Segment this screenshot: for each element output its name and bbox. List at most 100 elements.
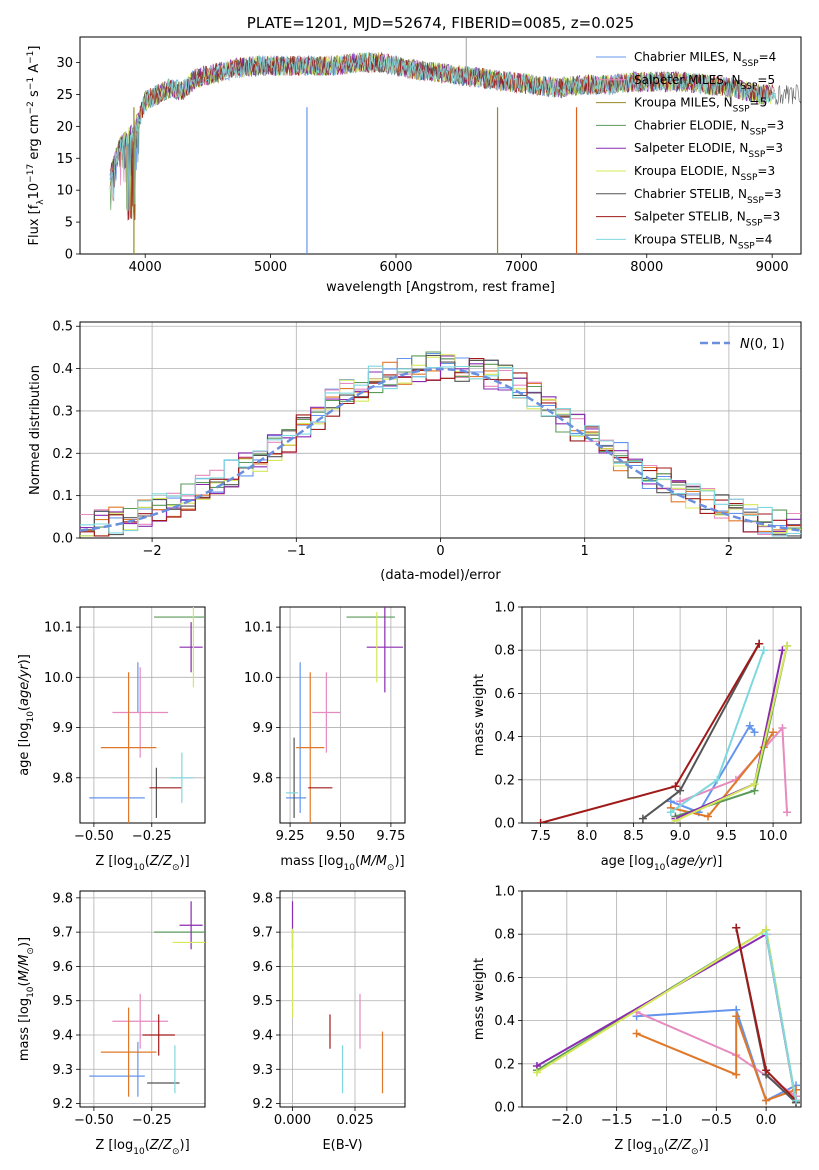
mass-vs-Z-ytick-label: 9.3 <box>52 1063 73 1078</box>
weight-vs-age-xtick-label: 9.5 <box>716 829 737 844</box>
normal-reference-curve <box>80 367 801 532</box>
histogram-steps <box>80 351 801 537</box>
age-vs-mass-axes: 9.25 9.50 9.75 9.8 9.9 10.0 10.1 <box>244 606 406 844</box>
weight-vs-age-lines <box>536 639 792 823</box>
weight-marker <box>666 808 675 817</box>
weight-marker <box>762 930 771 939</box>
weight-vs-Z-ylabel: mass weight <box>472 958 487 1040</box>
weight-marker <box>769 728 778 737</box>
residuals-xtick-label: 0 <box>436 544 444 559</box>
weight-vs-age-ytick-label: 1.0 <box>494 601 515 616</box>
weight-vs-age-ytick-label: 0.8 <box>494 644 515 659</box>
errorbar-point <box>100 1007 157 1097</box>
legend-entry-label: Kroupa STELIB, NSSP=4 <box>634 232 772 251</box>
errorbar-point <box>296 672 325 823</box>
weight-marker <box>532 1068 541 1077</box>
residuals-ytick-label: 0.0 <box>52 532 73 547</box>
mass-vs-ebv-axes: 0.000 0.025 9.2 9.3 9.4 9.5 9.6 9.7 9.8 <box>252 890 406 1128</box>
spectrum-ytick-label: 0 <box>65 248 73 263</box>
age-vs-Z-ylabel: age [log10(age/yr)] <box>17 654 36 776</box>
spectrum-axes: 4000 5000 6000 7000 8000 9000 0 5 10 15 20 25 30 <box>56 36 802 275</box>
spectrum-ytick-label: 10 <box>56 184 73 199</box>
weight-series-line <box>670 723 756 814</box>
weight-marker <box>638 814 647 823</box>
age-vs-mass-xlabel: mass [log10(M/M⊙)] <box>280 854 404 873</box>
weight-vs-age-ytick-label: 0.6 <box>494 687 515 702</box>
age-vs-mass-xtick-label: 9.25 <box>276 829 305 844</box>
mass-vs-ebv-ytick-label: 9.7 <box>252 926 273 941</box>
errorbar-point <box>142 1014 175 1056</box>
weight-vs-age-ytick-label: 0.2 <box>494 773 515 788</box>
residuals-xtick-label: 1 <box>581 544 589 559</box>
weight-vs-Z-ytick-label: 0.8 <box>494 928 515 943</box>
mass-vs-Z-ytick-label: 9.4 <box>52 1029 73 1044</box>
age-vs-mass-ytick-label: 9.8 <box>252 771 273 786</box>
weight-vs-Z-frame <box>521 890 802 1108</box>
spectrum-ytick-label: 20 <box>56 120 73 135</box>
age-vs-Z-axes: −0.50 −0.25 9.8 9.9 10.0 10.1 <box>44 606 206 844</box>
weight-marker <box>750 728 759 737</box>
residuals-xtick-label: 2 <box>725 544 733 559</box>
weight-marker <box>732 923 741 932</box>
age-vs-Z-ytick-label: 10.0 <box>44 671 73 686</box>
age-vs-mass-errorbars <box>286 607 403 823</box>
mass-vs-Z-frame <box>79 890 206 1108</box>
mass-vs-Z-ytick-label: 9.2 <box>52 1097 73 1112</box>
age-vs-mass-xtick-label: 9.50 <box>326 829 355 844</box>
weight-series-line <box>674 645 788 822</box>
errorbar-point <box>100 672 157 823</box>
residuals-ytick-label: 0.1 <box>52 489 73 504</box>
weight-marker <box>792 1096 801 1105</box>
weight-vs-Z-lines <box>532 923 801 1107</box>
legend-entry-label: Chabrier ELODIE, NSSP=3 <box>634 118 784 137</box>
weight-vs-Z-ytick-label: 0.4 <box>494 1014 515 1029</box>
weight-vs-Z-xlabel: Z [log10(Z/Z⊙)] <box>614 1138 708 1157</box>
weight-marker <box>732 1070 741 1079</box>
age-vs-mass-ytick-label: 9.9 <box>252 721 273 736</box>
age-vs-mass-ytick-label: 10.1 <box>244 621 273 636</box>
weight-vs-Z-ytick-label: 0.2 <box>494 1057 515 1072</box>
residuals-ytick-label: 0.2 <box>52 447 73 462</box>
spectrum-ytick-label: 5 <box>65 216 73 231</box>
spectrum-series-line <box>109 52 777 211</box>
mass-vs-ebv-frame <box>279 890 406 1108</box>
age-vs-mass-ytick-label: 10.0 <box>244 671 273 686</box>
age-vs-Z-errorbars <box>89 607 205 823</box>
age-vs-mass-xtick-label: 9.75 <box>376 829 405 844</box>
spectrum-xtick-label: 5000 <box>254 260 287 275</box>
age-vs-Z-ytick-label: 9.9 <box>52 721 73 736</box>
legend-entry-label: Chabrier MILES, NSSP=4 <box>634 50 776 69</box>
residuals-ytick-label: 0.4 <box>52 362 73 377</box>
weight-vs-Z-ytick-label: 0.0 <box>494 1101 515 1116</box>
weight-vs-Z-xtick-label: −0.5 <box>701 1113 733 1128</box>
weight-marker <box>732 1012 741 1021</box>
spectrum-ytick-label: 30 <box>56 56 73 71</box>
weight-vs-age-axes: 7.5 8.0 8.5 9.0 9.5 10.0 0.0 0.2 0.4 0.6 0.8 1.0 <box>494 601 802 844</box>
spectrum-xtick-label: 8000 <box>630 260 663 275</box>
residuals-frame <box>79 321 802 539</box>
weight-marker <box>671 782 680 791</box>
weight-marker <box>704 812 712 821</box>
mass-vs-Z-errorbars <box>89 901 205 1097</box>
weight-vs-Z-ytick-label: 0.6 <box>494 971 515 986</box>
errorbar-point <box>170 752 194 803</box>
weight-vs-Z-xtick-label: 0.0 <box>756 1113 777 1128</box>
weight-vs-age-ylabel: mass weight <box>472 674 487 756</box>
mass-vs-ebv-ytick-label: 9.8 <box>252 891 273 906</box>
age-vs-Z-ytick-label: 10.1 <box>44 621 73 636</box>
mass-vs-ebv-ytick-label: 9.3 <box>252 1063 273 1078</box>
mass-vs-ebv-xlabel: E(B-V) <box>322 1138 362 1153</box>
residuals-axes: −2 −1 0 1 2 0.0 0.1 0.2 0.3 0.4 0.5 <box>52 320 802 559</box>
age-vs-Z-xtick-label: −0.25 <box>132 829 172 844</box>
mass-vs-ebv-xtick-label: 0.000 <box>274 1113 311 1128</box>
weight-marker <box>759 646 768 655</box>
histogram-series <box>80 358 801 537</box>
age-vs-Z-ytick-label: 9.8 <box>52 771 73 786</box>
spectrum-xtick-label: 6000 <box>379 260 412 275</box>
weight-vs-Z-xtick-label: −1.0 <box>651 1113 683 1128</box>
legend-entry-label: Chabrier STELIB, NSSP=3 <box>634 187 782 206</box>
legend-entry-label: Kroupa MILES, NSSP=5 <box>634 96 767 115</box>
mass-vs-Z-xtick-label: −0.25 <box>132 1113 172 1128</box>
weight-marker <box>745 721 754 730</box>
